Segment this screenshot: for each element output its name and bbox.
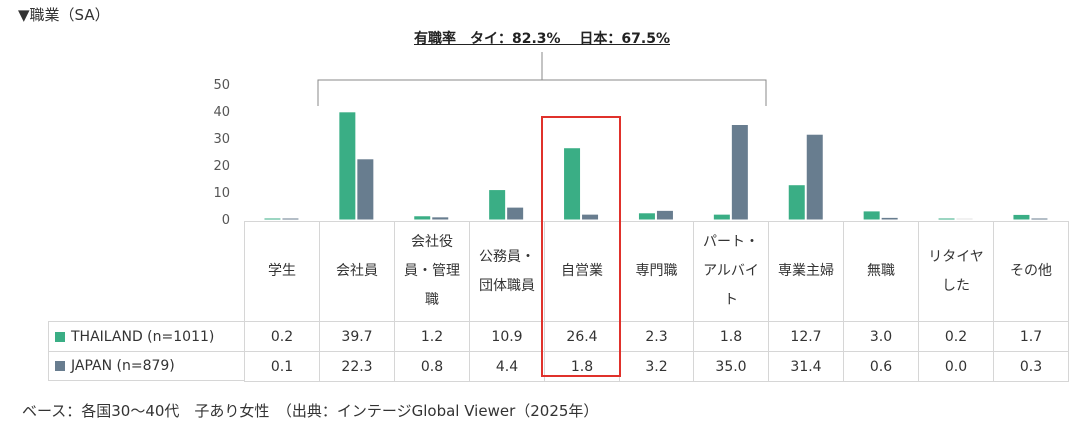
thailand-value-cell: 1.8 (693, 321, 769, 352)
category-label: 団体職員 (479, 277, 535, 294)
category-label: アルバイ (703, 263, 759, 279)
category-cell: 学生 (244, 221, 320, 322)
self-employed-highlight-box (541, 116, 621, 377)
legend-japan-label: JAPAN (n=879) (71, 358, 175, 374)
legend-thailand: THAILAND (n=1011) (48, 321, 244, 351)
thailand-value-cell: 39.7 (319, 321, 395, 352)
thailand-bar (489, 190, 506, 220)
thailand-value-cell: 3.0 (843, 321, 919, 352)
thailand-value-cell: 0.2 (244, 321, 320, 352)
thailand-bar (414, 216, 431, 220)
y-tick-label: 10 (213, 186, 230, 201)
thailand-swatch (55, 331, 65, 342)
japan-value-row: 0.1 22.3 0.8 4.4 1.8 3.2 35.0 31.4 0.6 0.0 0.3 (244, 351, 1069, 382)
japan-value-cell: 0.0 (918, 351, 994, 382)
category-label: 専門職 (635, 263, 678, 279)
thailand-bar (713, 214, 730, 220)
category-cell: リタイヤ した (918, 221, 994, 322)
category-cell: 専門職 (619, 221, 694, 322)
category-label: ト (724, 292, 738, 308)
japan-bar (881, 217, 898, 220)
japan-value-cell: 35.0 (693, 351, 769, 382)
thailand-bar (339, 112, 356, 220)
japan-value-cell: 0.8 (394, 351, 470, 382)
legend-japan: JAPAN (n=879) (48, 351, 244, 381)
category-label: その他 (1010, 263, 1052, 279)
japan-bar (357, 159, 374, 220)
thailand-bar (938, 218, 955, 220)
thailand-value-cell: 10.9 (469, 321, 545, 352)
employment-bracket (317, 52, 767, 106)
category-cell: その他 (993, 221, 1069, 322)
thailand-bar (564, 148, 581, 220)
thailand-value-cell: 12.7 (768, 321, 844, 352)
japan-value-cell: 0.6 (843, 351, 919, 382)
category-label: 公務員・ (479, 248, 535, 265)
thailand-bar (863, 211, 880, 220)
category-label: した (942, 277, 970, 294)
y-tick-label: 0 (222, 213, 230, 228)
employment-rate-headline: 有職率 タイ：82.3% 日本：67.5% (413, 31, 670, 47)
japan-bar (806, 134, 823, 220)
japan-bar (282, 218, 299, 220)
category-cell: パート・ アルバイト (693, 221, 769, 322)
japan-bar (432, 217, 449, 220)
section-title: ▼職業（SA） (18, 6, 110, 24)
category-label: 会社役 (411, 234, 453, 250)
category-cell: 会社役 員・管理職 (394, 221, 470, 322)
japan-bar (956, 218, 973, 220)
japan-value-cell: 3.2 (619, 351, 694, 382)
category-label: リタイヤ (928, 248, 984, 265)
bar-chart: 0 10 20 30 40 50 (213, 78, 1048, 228)
thailand-value-cell: 1.2 (394, 321, 470, 352)
category-cell: 公務員・ 団体職員 (469, 221, 545, 322)
japan-value-cell: 0.3 (993, 351, 1069, 382)
thailand-value-cell: 2.3 (619, 321, 694, 352)
category-cell: 会社員 (319, 221, 395, 322)
thailand-value-row: 0.2 39.7 1.2 10.9 26.4 2.3 1.8 12.7 3.0 0.2 1.7 (244, 321, 1069, 352)
japan-bar (731, 125, 748, 220)
japan-value-cell: 22.3 (319, 351, 395, 382)
thailand-bar (638, 213, 655, 220)
y-tick-label: 30 (213, 132, 230, 147)
y-tick-label: 20 (213, 159, 230, 174)
category-label: 職 (425, 292, 439, 308)
y-tick-label: 50 (213, 78, 230, 93)
data-table: 学生 会社員 会社役 員・管理職公務員・ 団体職員 自営業 専門職 パート・ アルバイト専業主婦… (244, 221, 1069, 382)
category-label: 員・管理 (404, 263, 460, 279)
thailand-bar (1013, 214, 1030, 220)
category-label: 専業主婦 (778, 263, 834, 279)
category-row: 学生 会社員 会社役 員・管理職公務員・ 団体職員 自営業 専門職 パート・ アルバイト専業主婦… (244, 221, 1069, 322)
japan-bar (582, 214, 599, 220)
footer-note: ベース：各国30～40代 子あり女性 （出典：インテージGlobal Viewe… (22, 402, 599, 420)
thailand-bar (788, 185, 805, 220)
category-label: 学生 (268, 263, 296, 279)
y-tick-label: 40 (213, 105, 230, 120)
category-cell: 自営業 (544, 221, 620, 322)
category-cell: 専業主婦 (768, 221, 844, 322)
japan-value-cell: 0.1 (244, 351, 320, 382)
japan-value-cell: 4.4 (469, 351, 545, 382)
category-label: 自営業 (561, 263, 603, 279)
category-label: 無職 (867, 263, 895, 279)
thailand-value-cell: 0.2 (918, 321, 994, 352)
category-cell: 無職 (843, 221, 919, 322)
category-label: パート・ (703, 234, 759, 250)
thailand-value-cell: 1.7 (993, 321, 1069, 352)
japan-value-cell: 31.4 (768, 351, 844, 382)
japan-bar (656, 210, 673, 220)
category-label: 会社員 (336, 263, 378, 279)
japan-swatch (55, 361, 65, 371)
japan-bar (1031, 218, 1048, 220)
legend-thailand-label: THAILAND (n=1011) (71, 328, 215, 345)
thailand-bar (264, 218, 281, 220)
japan-bar (507, 207, 524, 220)
